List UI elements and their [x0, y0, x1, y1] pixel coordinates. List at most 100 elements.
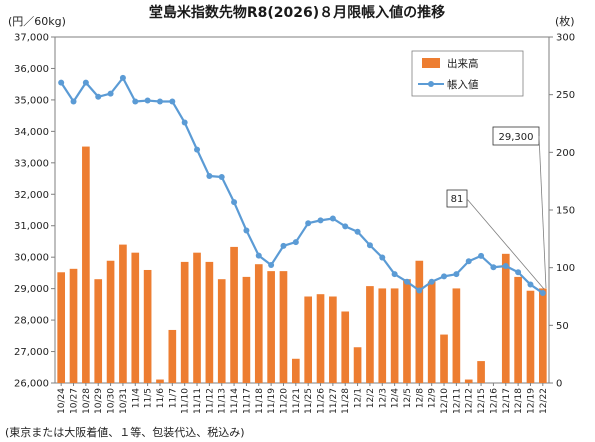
volume-bar	[341, 311, 350, 383]
right-tick-label: 200	[556, 148, 575, 159]
volume-bar	[464, 379, 473, 383]
right-tick-label: 50	[556, 321, 569, 332]
volume-bar	[156, 379, 164, 383]
volume-bar	[353, 347, 362, 383]
callout-volume-leader	[466, 198, 545, 290]
price-point	[305, 220, 312, 227]
left-tick-label: 33,000	[14, 158, 49, 169]
x-tick-label: 10/24	[57, 388, 67, 414]
x-tick-label: 10/27	[70, 388, 80, 414]
x-tick-label: 11/14	[230, 388, 240, 414]
price-point	[502, 262, 509, 269]
price-point	[317, 217, 324, 224]
volume-bar	[291, 358, 300, 383]
left-tick-label: 30,000	[14, 253, 49, 264]
right-tick-label: 0	[556, 379, 562, 390]
price-point	[478, 252, 485, 259]
x-tick-label: 10/28	[82, 388, 92, 414]
volume-bar	[106, 260, 115, 383]
x-tick-label: 11/28	[341, 388, 351, 414]
x-tick-label: 11/17	[242, 388, 252, 414]
x-tick-label: 12/16	[489, 388, 499, 414]
volume-bar	[452, 288, 461, 383]
x-tick-label: 10/31	[119, 388, 129, 414]
x-tick-label: 10/29	[94, 388, 104, 414]
x-tick-label: 11/10	[181, 388, 191, 414]
x-tick-label: 11/7	[168, 388, 178, 408]
callout-price: 29,300	[492, 126, 547, 289]
x-tick-label: 11/12	[205, 388, 215, 414]
price-point	[107, 90, 114, 97]
volume-bar	[230, 246, 238, 383]
right-tick-label: 250	[556, 90, 575, 101]
price-point	[58, 79, 65, 86]
right-axis-unit: (枚)	[555, 14, 575, 28]
x-tick-label: 12/19	[526, 388, 536, 414]
footnote: (東京または大阪着値、１等、包装代込、税込み)	[5, 425, 245, 439]
volume-bar	[378, 288, 387, 383]
price-point	[169, 98, 176, 105]
volume-bar	[390, 288, 399, 383]
volume-bar	[427, 281, 436, 383]
volume-bar	[267, 271, 275, 383]
price-point	[403, 278, 410, 285]
x-tick-label: 11/6	[156, 388, 166, 408]
volume-bar	[193, 252, 201, 383]
x-tick-label: 11/26	[317, 388, 327, 414]
x-tick-label: 11/4	[131, 388, 141, 408]
callout-price-leader	[538, 135, 547, 289]
price-point	[441, 273, 448, 280]
volume-bar	[82, 146, 90, 383]
volume-bar	[131, 252, 140, 383]
price-point	[490, 264, 497, 271]
x-tick-label: 12/3	[378, 388, 388, 408]
volume-bar	[403, 279, 411, 383]
settlement-price-line	[58, 74, 546, 297]
price-point	[379, 254, 386, 261]
x-tick-label: 12/12	[465, 388, 475, 414]
volume-bar	[279, 271, 288, 383]
x-tick-label: 11/5	[144, 388, 154, 408]
price-point	[255, 252, 262, 259]
volume-bar	[316, 294, 325, 383]
callout-volume-box	[446, 189, 468, 208]
price-point	[280, 242, 287, 249]
legend-swatch-price-marker	[428, 81, 434, 87]
price-point	[144, 97, 151, 104]
x-tick-label: 12/11	[452, 388, 462, 414]
legend-label-volume: 出来高	[447, 57, 479, 70]
price-point	[194, 146, 201, 153]
price-point	[156, 98, 163, 105]
left-axis-unit: (円／60kg)	[8, 15, 66, 28]
volume-bar	[119, 244, 127, 383]
x-tick-label: 11/27	[329, 388, 339, 414]
x-tick-label: 11/18	[255, 388, 265, 414]
x-tick-label: 12/4	[391, 388, 401, 408]
x-axis: 10/24 10/27 10/28 10/29 10/30 10/31 11/4 11/5 11…	[57, 383, 549, 414]
price-point	[453, 271, 460, 278]
volume-bar	[440, 334, 448, 383]
price-point	[268, 262, 275, 269]
volume-bar	[415, 260, 424, 383]
x-tick-label: 12/18	[514, 388, 524, 414]
price-point	[416, 287, 423, 294]
volume-bar	[329, 296, 337, 383]
left-tick-label: 29,000	[14, 284, 49, 295]
price-point	[95, 93, 102, 100]
right-axis: 0 50 100 150 200 250 300	[549, 33, 575, 390]
volume-bar	[477, 361, 485, 383]
x-tick-label: 11/21	[292, 388, 302, 414]
volume-bar	[69, 268, 78, 383]
volume-bar	[94, 279, 103, 383]
left-tick-label: 26,000	[14, 379, 49, 390]
x-tick-label: 12/10	[440, 388, 450, 414]
x-tick-label: 11/13	[218, 388, 228, 414]
x-tick-label: 12/17	[502, 388, 512, 414]
right-tick-label: 100	[556, 263, 575, 274]
x-tick-label: 11/20	[279, 388, 289, 414]
x-tick-label: 11/11	[193, 388, 203, 414]
left-tick-label: 28,000	[14, 316, 49, 327]
volume-bar	[168, 329, 177, 383]
x-tick-label: 12/8	[415, 388, 425, 408]
volume-bars	[57, 146, 547, 383]
